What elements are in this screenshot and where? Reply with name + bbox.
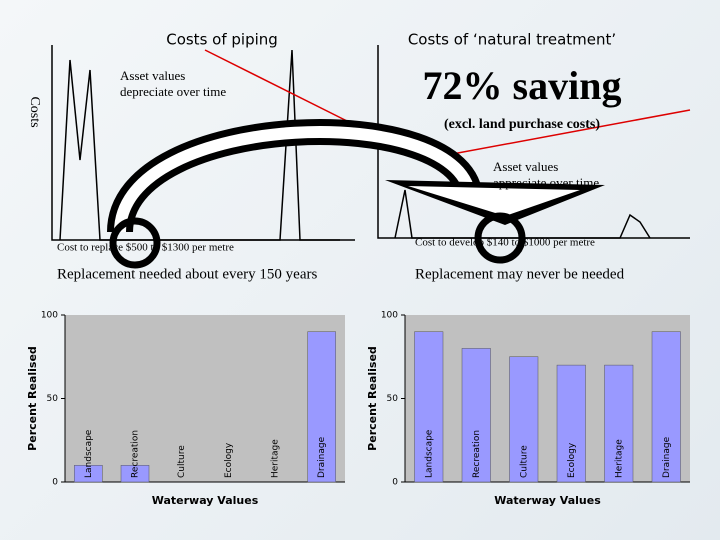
panel-title: Costs of piping	[166, 31, 278, 49]
bar	[74, 465, 103, 483]
x-tick-label: Drainage	[662, 436, 672, 478]
y-axis-label: Percent Realised	[366, 346, 379, 451]
y-tick-label: 100	[381, 311, 398, 321]
trend-lines	[204, 49, 691, 161]
x-tick-label: Drainage	[317, 436, 327, 478]
cost-note: Cost to replace $500 to $1300 per metre	[57, 242, 234, 254]
bar	[509, 356, 539, 483]
arc-arrow	[107, 119, 605, 269]
x-axis-label: Waterway Values	[152, 494, 259, 507]
diagram-lines	[51, 45, 690, 241]
plot-area	[405, 315, 690, 482]
x-tick-label: Ecology	[224, 442, 234, 478]
bar	[120, 465, 150, 483]
bar	[461, 348, 491, 483]
x-tick-label: Heritage	[614, 439, 624, 478]
x-tick-label: Heritage	[271, 439, 281, 478]
bar	[307, 331, 336, 483]
x-tick-label: Culture	[177, 445, 187, 478]
x-tick-label: Recreation	[472, 430, 482, 478]
annotation: depreciate over time	[120, 84, 226, 99]
annotation: Asset values	[120, 68, 185, 83]
y-tick-label: 0	[392, 478, 398, 488]
y-tick-label: 50	[387, 394, 399, 404]
y-tick-label: 50	[47, 394, 59, 404]
bar	[604, 364, 634, 483]
x-tick-label: Landscape	[424, 429, 434, 478]
replacement-note: Replacement needed about every 150 years	[57, 266, 317, 282]
y-tick-label: 0	[52, 478, 58, 488]
panel-title: Costs of ‘natural treatment’	[408, 31, 616, 49]
y-tick-label: 100	[41, 311, 58, 321]
x-axis-label: Waterway Values	[494, 494, 601, 507]
annotation: Asset values	[493, 159, 558, 174]
saving: 72% saving	[423, 63, 622, 108]
bar	[556, 364, 586, 483]
bar	[651, 331, 681, 483]
x-tick-label: Ecology	[567, 442, 577, 478]
cost-note: Cost to develop $140 to $1000 per metre	[415, 237, 595, 249]
replacement-note: Replacement may never be needed	[415, 266, 625, 282]
plot-area	[65, 315, 345, 482]
x-tick-label: Recreation	[131, 430, 141, 478]
saving-note: (excl. land purchase costs)	[444, 117, 600, 132]
x-tick-label: Culture	[519, 445, 529, 478]
axis-label: Costs	[27, 96, 42, 127]
annotation: appreciate over time	[493, 175, 599, 190]
bar	[414, 331, 444, 483]
x-tick-label: Landscape	[84, 429, 94, 478]
y-axis-label: Percent Realised	[26, 346, 39, 451]
